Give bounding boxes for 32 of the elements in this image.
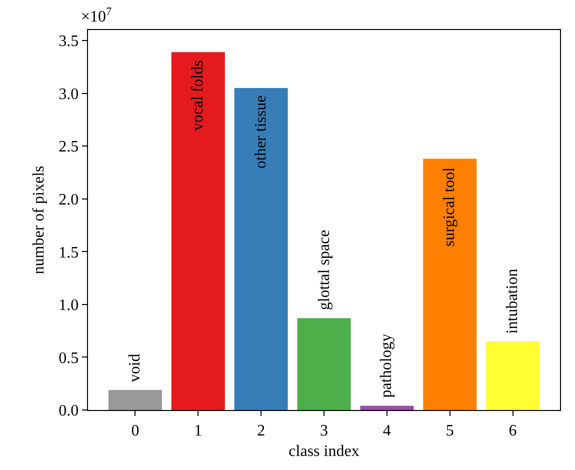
x-tick-label: 2 [257, 422, 266, 440]
y-tick-label: 2.0 [58, 191, 79, 208]
y-tick-label: 3.0 [58, 86, 79, 103]
annotation: glottal space [316, 230, 333, 310]
bar [171, 52, 225, 410]
x-tick-label: 4 [382, 422, 391, 440]
y-tick-label: 2.5 [58, 138, 79, 156]
y-tick-label: 0.5 [58, 350, 79, 367]
bar [297, 318, 351, 410]
x-axis-title: class index [288, 443, 360, 460]
bar [108, 390, 162, 410]
x-tick-label: 5 [446, 422, 454, 440]
text: ×10$^{7}$ [81, 6, 112, 26]
annotation: other tissue [252, 95, 270, 169]
x-tick-label: 6 [508, 422, 517, 440]
bar [234, 88, 288, 410]
annotation: surgical tool [441, 166, 458, 247]
y-tick-label: 0.0 [58, 402, 79, 420]
bar [423, 158, 477, 410]
annotation: intubation [504, 268, 521, 334]
y-tick-label: 3.5 [58, 33, 79, 50]
bar [360, 406, 414, 410]
y-tick-label: 1.0 [58, 297, 79, 314]
annotation: pathology [378, 334, 396, 398]
x-tick-label: 0 [131, 422, 140, 440]
y-tick-label: 1.5 [58, 244, 79, 262]
y-axis-title: number of pixels [30, 166, 48, 274]
bar [486, 341, 540, 410]
annotation: void [126, 354, 144, 382]
annotation: vocal folds [189, 60, 206, 131]
x-tick-label: 3 [320, 422, 328, 440]
x-tick-label: 1 [194, 422, 202, 440]
